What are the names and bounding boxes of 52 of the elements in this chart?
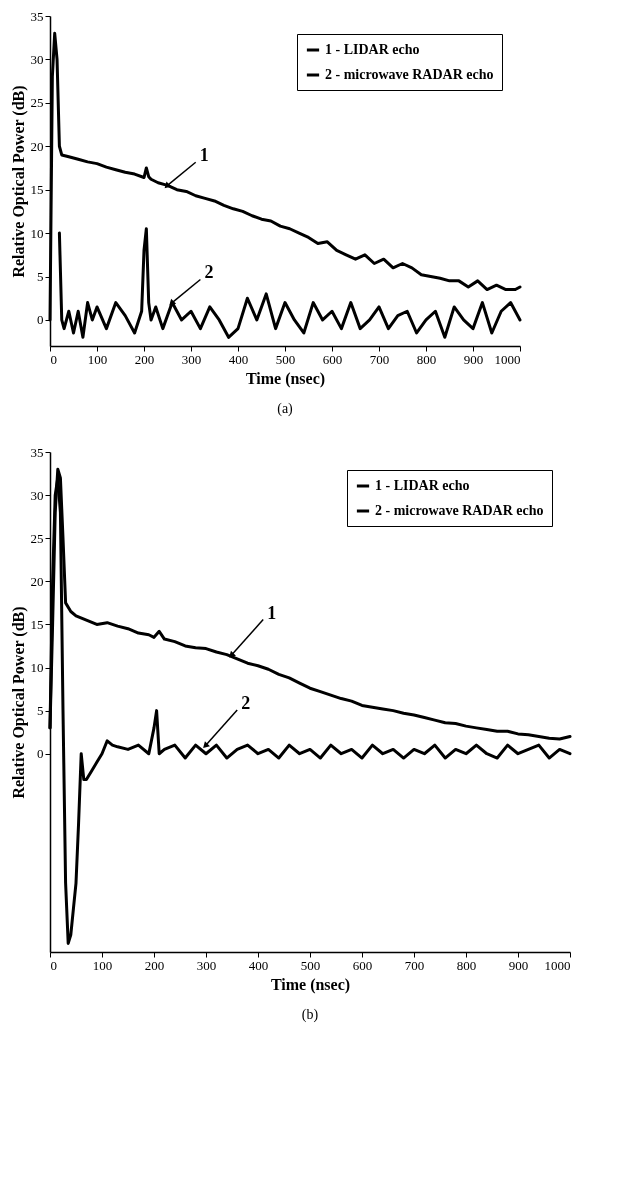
legend-label: 2 - microwave RADAR echo (375, 503, 544, 518)
text: (b) (301, 1007, 319, 1023)
y-tick-label: 0 (37, 312, 44, 328)
y-tick-label: 15 (30, 616, 44, 632)
y-axis-title: Relative Optical Power (dB) (9, 85, 28, 278)
annotation: 1 (267, 602, 277, 623)
x-axis-title: Time (nsec) (245, 369, 326, 388)
annotation: 2 (204, 262, 214, 283)
annotation: 1 (199, 145, 209, 166)
y-tick-label: 20 (30, 138, 44, 154)
x-tick-label: 300 (181, 351, 202, 367)
x-tick-label: 0 (50, 351, 57, 367)
x-tick-label: 100 (92, 957, 113, 973)
legend-label: 1 - LIDAR echo (325, 42, 420, 57)
x-tick-label: 300 (196, 957, 217, 973)
y-axis-title: Relative Optical Power (dB) (9, 606, 28, 799)
x-tick-label: 200 (144, 957, 165, 973)
x-tick-label: 800 (416, 351, 437, 367)
y-tick-label: 10 (30, 225, 44, 241)
y-tick-label: 30 (30, 487, 44, 503)
legend-label: 1 - LIDAR echo (375, 478, 470, 493)
y-tick-label: 5 (37, 703, 44, 719)
x-tick-label: 900 (463, 351, 484, 367)
legend-label: 2 - microwave RADAR echo (325, 67, 494, 82)
x-tick-label: 600 (322, 351, 343, 367)
x-tick-label: 800 (456, 957, 477, 973)
y-tick-label: 30 (30, 51, 44, 67)
y-tick-label: 0 (37, 746, 44, 762)
x-tick-label: 100 (87, 351, 108, 367)
x-tick-label: 400 (248, 957, 269, 973)
x-tick-label: 700 (369, 351, 390, 367)
x-tick-label: 200 (134, 351, 155, 367)
x-tick-label: 1000 (494, 351, 521, 367)
y-tick-label: 25 (30, 530, 44, 546)
text: (a) (277, 401, 294, 417)
annotation: 2 (241, 693, 251, 714)
y-tick-label: 35 (30, 444, 44, 460)
y-tick-label: 20 (30, 573, 44, 589)
y-tick-label: 15 (30, 182, 44, 198)
y-tick-label: 10 (30, 660, 44, 676)
x-tick-label: 700 (404, 957, 425, 973)
y-tick-label: 35 (30, 8, 44, 24)
x-tick-label: 1000 (544, 957, 571, 973)
y-tick-label: 25 (30, 95, 44, 111)
x-tick-label: 500 (300, 957, 321, 973)
x-axis-title: Time (nsec) (270, 975, 351, 994)
x-tick-label: 600 (352, 957, 373, 973)
x-tick-label: 900 (508, 957, 529, 973)
x-tick-label: 500 (275, 351, 296, 367)
x-tick-label: 0 (50, 957, 57, 973)
y-tick-label: 5 (37, 269, 44, 285)
x-tick-label: 400 (228, 351, 249, 367)
